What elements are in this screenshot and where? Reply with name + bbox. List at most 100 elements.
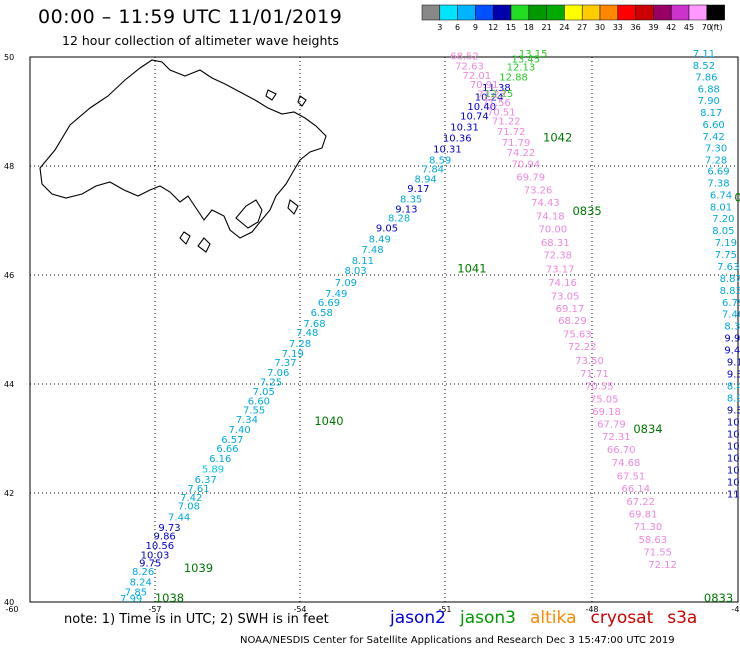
wave-height-value: 7.30 (705, 143, 727, 154)
wave-height-value: 9.05 (376, 223, 398, 234)
wave-height-value: 72.01 (463, 71, 492, 82)
wave-height-value: 7.85 (125, 587, 147, 598)
wave-height-value: 8.59 (429, 155, 451, 166)
wave-height-value: 8.28 (388, 214, 410, 225)
wave-height-value: 8.87 (720, 274, 740, 285)
wave-height-value: 6.69 (318, 298, 340, 309)
wave-height-value: 58.63 (639, 535, 668, 546)
pass-time-label: 1042 (543, 130, 572, 144)
wave-height-value: 7.42 (180, 493, 202, 504)
pass-time-label: 0835 (572, 204, 601, 218)
wave-height-value: 7.34 (236, 415, 258, 426)
altimeter-tracks: 7.997.858.248.269.7510.0310.569.869.737.… (120, 49, 740, 605)
wave-height-value: 7.06 (267, 368, 289, 379)
wave-height-value: 12.13 (507, 63, 536, 74)
wave-height-value: 13.45 (512, 54, 541, 65)
pass-time-label: 1040 (314, 414, 343, 428)
wave-height-value: 7.37 (274, 358, 296, 369)
wave-height-value: 71.72 (497, 127, 526, 138)
wave-height-value: 8.49 (369, 234, 391, 245)
wave-height-value: 8.24 (130, 578, 152, 589)
wave-height-value: 10.3 (727, 429, 740, 440)
x-tick-label: -57 (148, 605, 161, 614)
wave-height-value: 5.89 (202, 464, 224, 475)
wave-height-value: 69.18 (592, 407, 621, 418)
colorbar-tick-label: 18 (524, 23, 534, 32)
x-tick-label: -45 (731, 605, 740, 614)
wave-height-value: 7.40 (722, 310, 740, 321)
wave-height-value: 7.42 (703, 132, 725, 143)
wave-height-value: 7.05 (253, 387, 275, 398)
wave-height-value: 7.20 (712, 214, 734, 225)
wave-height-value: 8.26 (132, 567, 154, 578)
color-scale-bar: 3 6 9 12 15 18 21 24 27 30 33 36 39 42 45 70(ft) (421, 4, 725, 32)
x-tick-label: -54 (293, 605, 306, 614)
wave-height-value: 7.25 (260, 378, 282, 389)
wave-height-value: 73.26 (524, 185, 553, 196)
wave-height-value: 10.8 (727, 465, 740, 476)
wave-height-value: 73.05 (551, 292, 580, 303)
x-tick-label: -51 (438, 605, 451, 614)
wave-height-value: 7.49 (325, 289, 347, 300)
wave-height-value: 6.79 (722, 298, 740, 309)
wave-height-value: 7.68 (303, 319, 325, 330)
wave-height-value: 8.03 (344, 266, 366, 277)
colorbar-swatch (635, 4, 654, 21)
colorbar-swatch (421, 4, 441, 21)
wave-height-value: 7.38 (707, 179, 729, 190)
wave-height-value: 73.50 (575, 356, 604, 367)
pass-time-label: 1041 (457, 261, 486, 275)
colorbar-swatch (492, 4, 512, 21)
wave-height-value: 8.97 (727, 393, 740, 404)
wave-height-value: 7.48 (361, 245, 383, 256)
page-title: 00:00 – 11:59 UTC 11/01/2019 (38, 6, 343, 28)
legend-altika: altika (530, 608, 577, 628)
wave-height-value: 71.56 (482, 98, 511, 109)
wave-height-value: 72.38 (543, 251, 572, 262)
colorbar-tick-label: 15 (506, 23, 516, 32)
wave-height-value: 10.31 (450, 123, 479, 134)
wave-height-value: 11.2 (727, 489, 740, 500)
colorbar-tick-label: 21 (542, 23, 552, 32)
page-subtitle: 12 hour collection of altimeter wave hei… (62, 33, 339, 48)
y-tick-label: 42 (4, 489, 14, 498)
y-tick-label: 44 (4, 380, 14, 389)
colorbar-swatch (475, 4, 494, 21)
wave-height-value: 6.69 (707, 167, 729, 178)
colorbar-tick-label: 70 (702, 23, 712, 32)
wave-height-value: 70.51 (487, 107, 516, 118)
wave-height-value: 7.75 (715, 250, 737, 261)
wave-height-value: 10.1 (727, 417, 740, 428)
wave-height-value: 68.29 (558, 316, 587, 327)
colorbar-tick-label: 39 (648, 23, 658, 32)
wave-height-value: 9.73 (158, 523, 180, 534)
colorbar-tick-label: 12 (488, 23, 498, 32)
coastline-newfoundland (39, 59, 327, 253)
wave-height-value: 68.52 (450, 52, 479, 63)
legend-s3a: s3a (667, 608, 698, 628)
wave-height-value: 12.88 (499, 72, 528, 83)
colorbar-tick-label: 24 (559, 23, 569, 32)
wave-height-value: 74.18 (536, 211, 565, 222)
wave-height-value: 7.61 (187, 484, 209, 495)
colorbar-swatch (546, 4, 565, 21)
wave-height-value: 7.11 (693, 49, 715, 60)
wave-height-value: 7.19 (282, 349, 304, 360)
x-tick-label: -60 (5, 605, 18, 614)
wave-height-value: 9.10 (727, 357, 740, 368)
colorbar-swatch (457, 4, 476, 21)
y-tick-label: 46 (4, 271, 14, 280)
wave-height-value: 6.88 (698, 84, 720, 95)
colorbar-swatch (670, 4, 690, 21)
axis-labels: -60 -57 -54 -51 -48 -45 40 42 44 46 48 50 (4, 53, 740, 614)
wave-height-value: 7.08 (178, 501, 200, 512)
pass-time-label: 0833 (704, 591, 733, 605)
wave-height-value: 6.58 (311, 308, 333, 319)
satellite-legend: jason2 jason3 altika cryosat s3a (390, 608, 711, 628)
legend-jason2: jason2 (390, 608, 446, 628)
y-tick-label: 48 (4, 162, 14, 171)
wave-height-value: 7.55 (243, 405, 265, 416)
pass-time-label: 1038 (155, 591, 184, 605)
wave-height-value: 70.91 (470, 80, 499, 91)
wave-height-value: 8.94 (415, 174, 437, 185)
